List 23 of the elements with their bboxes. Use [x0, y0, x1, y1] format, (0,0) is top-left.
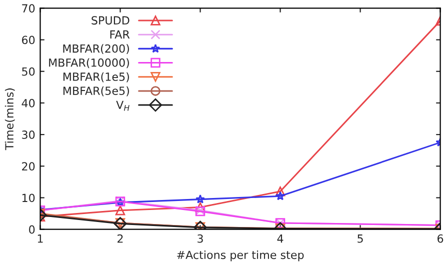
y-axis-title: Time(mins)	[4, 88, 15, 150]
y-tick-label: 50	[22, 67, 35, 76]
x-tick-label: 1	[38, 234, 43, 243]
x-tick-label: 3	[198, 234, 203, 243]
x-axis-title: #Actions per time step	[177, 250, 304, 262]
y-tick-label: 0	[29, 225, 35, 234]
y-tick-label: 30	[22, 130, 35, 139]
legend-label: MBFAR(200)	[63, 44, 129, 54]
y-tick-label: 60	[22, 36, 35, 44]
legend-label: MBFAR(5e5)	[63, 86, 129, 96]
legend-label: V$_{H}$	[116, 100, 130, 111]
x-tick-label: 2	[118, 234, 123, 243]
legend-label: MBFAR(10000)	[49, 58, 129, 68]
y-tick-label: 40	[22, 98, 35, 108]
x-tick-label: 6	[438, 234, 444, 243]
x-tick-label: 5	[358, 234, 363, 243]
legend-label: MBFAR(1e5)	[63, 72, 129, 82]
y-tick-label: 10	[22, 194, 35, 202]
legend-label: FAR	[110, 30, 130, 38]
y-tick-label: 70	[22, 4, 35, 13]
legend-label: SPUDD	[92, 16, 130, 25]
y-tick-label: 20	[22, 162, 35, 171]
x-tick-label: 4	[277, 234, 284, 243]
